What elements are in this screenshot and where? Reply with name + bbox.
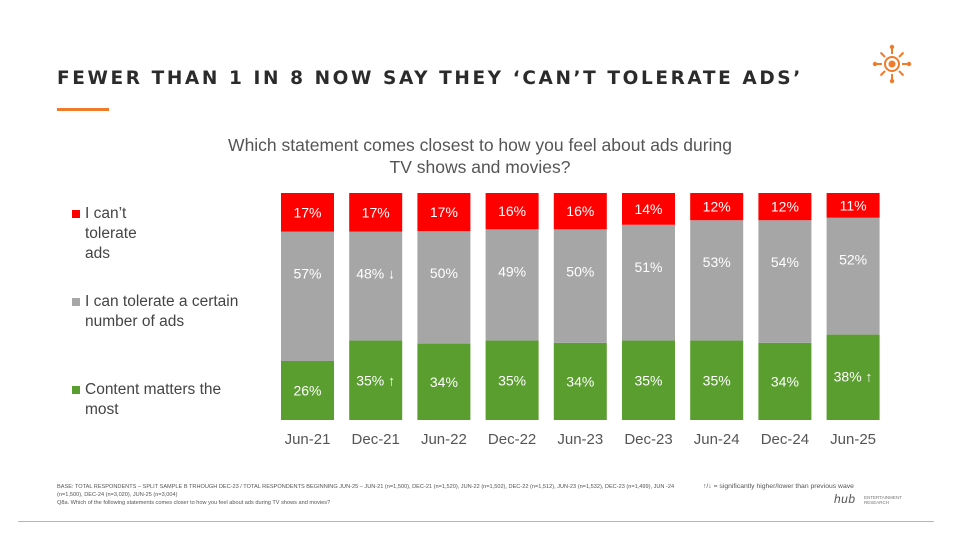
data-label-jun-24-cant-tolerate: 12% — [703, 199, 731, 215]
question-note: Q8a. Which of the following statements c… — [57, 500, 331, 506]
hub-logo-subtitle: ENTERTAINMENT RESEARCH — [864, 495, 902, 505]
data-label-jun-23-cant-tolerate: 16% — [566, 203, 594, 219]
sun-burst-icon — [872, 44, 912, 84]
legend-item-cant-tolerate: I can’t tolerate ads — [72, 204, 282, 264]
data-label-jun-21-tolerate: 57% — [293, 266, 321, 282]
data-label-dec-22-content: 35% — [498, 372, 526, 388]
x-tick-label-jun-22: Jun-22 — [421, 431, 467, 448]
chart-title: Which statement comes closest to how you… — [228, 135, 732, 177]
x-tick-label-dec-24: Dec-24 — [761, 431, 809, 448]
legend-swatch-red — [72, 210, 80, 218]
bar-dec-21-content — [349, 340, 403, 420]
significance-note: ↑/↓ = significantly higher/lower than pr… — [703, 483, 854, 490]
bar-dec-22-tolerate — [485, 229, 539, 341]
bar-dec-24-tolerate — [758, 220, 812, 343]
x-tick-label-jun-24: Jun-24 — [694, 431, 740, 448]
bar-jun-22-content — [417, 343, 471, 420]
bar-jun-21-cant-tolerate — [281, 193, 334, 232]
legend-label-cant-tolerate: I can’t tolerate ads — [85, 205, 137, 262]
bar-jun-25-tolerate — [826, 217, 880, 335]
data-label-dec-22-tolerate: 49% — [498, 263, 526, 279]
data-label-jun-25-cant-tolerate: 11% — [840, 197, 867, 213]
title-underline — [57, 108, 109, 111]
bar-jun-24-tolerate — [690, 220, 744, 341]
hub-logo-sub-2: RESEARCH — [864, 500, 890, 505]
hub-logo: hub ENTERTAINMENT RESEARCH — [834, 492, 914, 508]
data-label-jun-22-content: 34% — [430, 374, 458, 390]
hub-logo-sub-1: ENTERTAINMENT — [864, 495, 902, 500]
legend-swatch-green — [72, 386, 80, 394]
legend-label-content-matters: Content matters the most — [85, 381, 222, 418]
x-tick-label-dec-21: Dec-21 — [352, 431, 400, 448]
data-label-dec-24-content: 34% — [771, 373, 799, 389]
bar-dec-22-content — [485, 340, 539, 420]
bar-jun-25-content — [826, 334, 880, 420]
bar-dec-23-tolerate — [622, 224, 675, 341]
x-tick-label-dec-23: Dec-23 — [624, 431, 672, 448]
bar-jun-22-tolerate — [417, 231, 471, 344]
data-label-dec-23-content: 35% — [634, 372, 662, 388]
legend-label-tolerate-certain: I can tolerate a certain number of ads — [85, 293, 239, 330]
data-label-jun-21-cant-tolerate: 17% — [293, 204, 321, 220]
bar-dec-24-content — [758, 342, 812, 420]
data-label-jun-23-content: 34% — [566, 373, 594, 389]
data-label-dec-23-tolerate: 51% — [634, 259, 662, 275]
data-label-dec-24-tolerate: 54% — [771, 254, 799, 270]
bar-dec-24-cant-tolerate — [758, 193, 812, 221]
page-title: FEWER THAN 1 IN 8 NOW SAY THEY ‘CAN’T TO… — [57, 68, 803, 89]
data-label-jun-23-tolerate: 50% — [566, 263, 594, 279]
hub-logo-word: hub — [834, 492, 856, 506]
data-label-dec-23-cant-tolerate: 14% — [634, 201, 662, 217]
data-label-dec-21-tolerate: 48% ↓ — [356, 266, 395, 282]
bar-jun-24-content — [690, 340, 744, 420]
bar-jun-21-tolerate — [281, 231, 334, 361]
data-label-jun-21-content: 26% — [293, 382, 321, 398]
x-tick-label-jun-23: Jun-23 — [557, 431, 603, 448]
bar-dec-22-cant-tolerate — [485, 193, 539, 230]
data-label-jun-22-cant-tolerate: 17% — [430, 204, 458, 220]
x-tick-label-jun-25: Jun-25 — [830, 431, 876, 448]
footnote: BASE: TOTAL RESPONDENTS – SPLIT SAMPLE B… — [57, 483, 677, 507]
x-tick-label-jun-21: Jun-21 — [285, 431, 331, 448]
bar-dec-23-content — [622, 340, 675, 420]
data-label-jun-25-content: 38% ↑ — [834, 369, 873, 385]
bar-jun-21-content — [281, 360, 334, 420]
data-label-dec-21-cant-tolerate: 17% — [362, 204, 390, 220]
data-label-jun-24-tolerate: 53% — [703, 254, 731, 270]
bottom-divider — [18, 521, 934, 522]
bar-jun-23-content — [553, 342, 607, 420]
base-note: BASE: TOTAL RESPONDENTS – SPLIT SAMPLE B… — [57, 484, 675, 498]
bar-jun-23-tolerate — [553, 229, 607, 343]
data-label-dec-22-cant-tolerate: 16% — [498, 203, 526, 219]
bar-jun-22-cant-tolerate — [417, 193, 471, 232]
bar-jun-23-cant-tolerate — [553, 193, 607, 230]
x-tick-label-dec-22: Dec-22 — [488, 431, 536, 448]
legend-swatch-grey — [72, 298, 80, 306]
bar-dec-23-cant-tolerate — [622, 193, 675, 225]
bar-jun-25-cant-tolerate — [826, 193, 880, 218]
bar-jun-24-cant-tolerate — [690, 193, 744, 221]
data-label-dec-24-cant-tolerate: 12% — [771, 199, 799, 215]
data-label-jun-25-tolerate: 52% — [839, 252, 867, 268]
bar-dec-21-tolerate — [349, 231, 403, 341]
data-label-jun-24-content: 35% — [703, 372, 731, 388]
bar-dec-21-cant-tolerate — [349, 193, 403, 232]
legend-item-content-matters: Content matters the most — [72, 380, 282, 420]
legend-item-tolerate-certain: I can tolerate a certain number of ads — [72, 292, 282, 332]
data-label-dec-21-content: 35% ↑ — [356, 372, 395, 388]
data-label-jun-22-tolerate: 50% — [430, 265, 458, 281]
